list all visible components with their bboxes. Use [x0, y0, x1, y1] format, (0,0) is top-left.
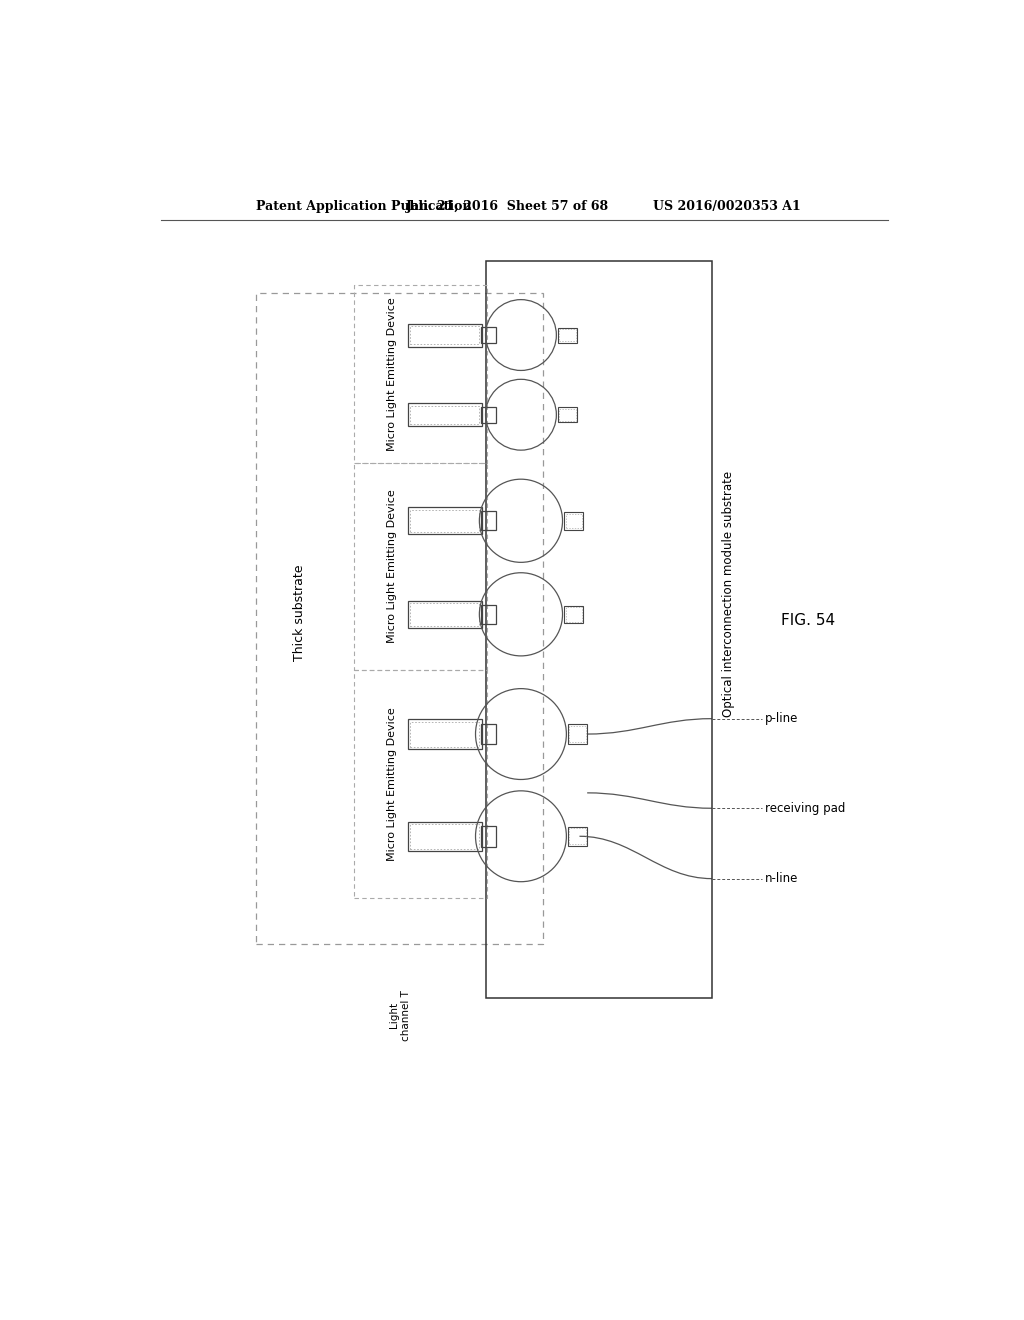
- Bar: [486, 261, 712, 998]
- Bar: [354, 462, 487, 671]
- Bar: [558, 408, 578, 422]
- Bar: [410, 603, 479, 626]
- Text: Jan. 21, 2016  Sheet 57 of 68: Jan. 21, 2016 Sheet 57 of 68: [407, 199, 609, 213]
- Bar: [410, 824, 479, 849]
- Bar: [481, 407, 496, 422]
- Bar: [481, 826, 496, 846]
- Text: Optical interconnection module substrate: Optical interconnection module substrate: [722, 470, 734, 717]
- Bar: [410, 326, 479, 345]
- Bar: [565, 513, 582, 528]
- Bar: [408, 403, 481, 426]
- Bar: [410, 722, 479, 747]
- Bar: [559, 329, 575, 341]
- Bar: [558, 327, 578, 342]
- Text: Micro Light Emitting Device: Micro Light Emitting Device: [387, 708, 397, 861]
- Bar: [408, 719, 481, 748]
- Bar: [481, 723, 496, 744]
- Bar: [354, 671, 487, 898]
- Bar: [569, 828, 586, 845]
- Bar: [481, 327, 496, 343]
- Text: receiving pad: receiving pad: [765, 801, 846, 814]
- Text: n-line: n-line: [765, 873, 799, 886]
- Bar: [481, 511, 496, 531]
- Bar: [569, 726, 586, 742]
- Text: FIG. 54: FIG. 54: [781, 612, 836, 628]
- Text: Micro Light Emitting Device: Micro Light Emitting Device: [387, 490, 397, 643]
- Bar: [410, 405, 479, 424]
- Bar: [354, 285, 487, 462]
- Bar: [565, 607, 582, 622]
- Bar: [410, 510, 479, 532]
- Bar: [568, 725, 587, 743]
- Bar: [256, 293, 543, 944]
- Bar: [481, 605, 496, 624]
- Bar: [564, 512, 584, 529]
- Bar: [408, 507, 481, 535]
- Bar: [568, 826, 587, 846]
- Bar: [408, 821, 481, 851]
- Bar: [559, 409, 575, 421]
- Text: Light
channel T: Light channel T: [389, 990, 411, 1041]
- Text: Patent Application Publication: Patent Application Publication: [256, 199, 472, 213]
- Text: Thick substrate: Thick substrate: [294, 565, 306, 661]
- Bar: [564, 606, 584, 623]
- Text: Micro Light Emitting Device: Micro Light Emitting Device: [387, 297, 397, 451]
- Text: US 2016/0020353 A1: US 2016/0020353 A1: [652, 199, 801, 213]
- Bar: [408, 601, 481, 628]
- Text: p-line: p-line: [765, 713, 799, 725]
- Bar: [408, 323, 481, 347]
